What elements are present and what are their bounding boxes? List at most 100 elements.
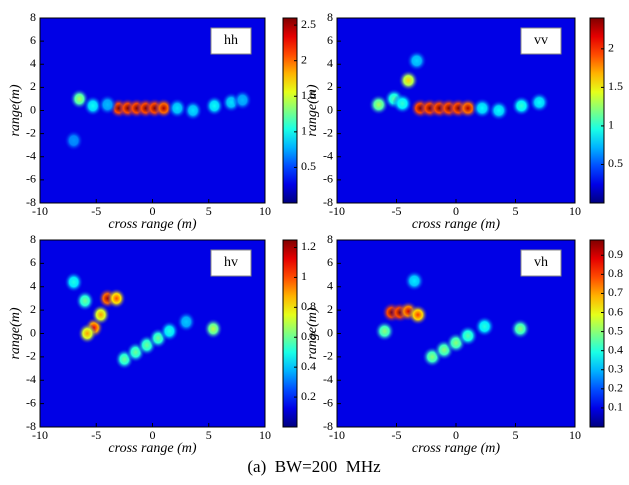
hotspot — [167, 97, 187, 119]
hotspot — [529, 92, 550, 113]
label-box — [210, 249, 252, 277]
hotspot — [203, 318, 223, 340]
x-tick-label: 5 — [513, 204, 519, 218]
hotspot — [83, 95, 103, 117]
hotspot — [374, 320, 395, 342]
colorbar-tick-label: 0.6 — [301, 329, 316, 343]
x-axis-label: cross range (m) — [412, 441, 500, 456]
y-tick-label: -6 — [26, 172, 36, 186]
x-axis-label: cross range (m) — [412, 217, 500, 232]
colorbar-tick-label: 0.1 — [608, 400, 623, 414]
x-tick-label: -5 — [392, 428, 402, 442]
colorbar-tick-label: 1.5 — [608, 79, 623, 93]
hotspot — [159, 320, 179, 342]
colorbar-tick-label: 0.7 — [608, 285, 623, 299]
colorbar-tick-label: 0.4 — [608, 342, 623, 356]
x-tick-label: -10 — [329, 204, 345, 218]
hotspot — [232, 89, 253, 111]
hotspot — [154, 97, 174, 119]
x-tick-label: 10 — [259, 204, 271, 218]
x-tick-label: -10 — [32, 428, 48, 442]
x-tick-label: 10 — [569, 204, 581, 218]
x-tick-label: -5 — [91, 204, 101, 218]
heatmap-layer — [368, 50, 550, 121]
x-tick-label: 5 — [513, 428, 519, 442]
y-axis-label: range(m) — [8, 307, 23, 359]
colorbar-tick-label: 1.5 — [301, 88, 316, 102]
hotspot — [474, 315, 495, 338]
x-tick-label: -10 — [329, 428, 345, 442]
y-tick-label: 6 — [327, 255, 333, 269]
y-tick-label: -2 — [323, 349, 333, 363]
x-tick-label: 0 — [150, 204, 156, 218]
colorbar-tick-label: 0.8 — [608, 266, 623, 280]
y-tick-label: -8 — [323, 195, 333, 209]
label-box — [210, 27, 252, 55]
y-tick-label: -8 — [26, 195, 36, 209]
x-tick-label: 10 — [569, 428, 581, 442]
x-tick-label: -5 — [91, 428, 101, 442]
colorbar-tick-label: 0.5 — [608, 323, 623, 337]
colorbar — [282, 239, 298, 428]
colorbar-tick-label: 1 — [301, 269, 307, 283]
y-tick-label: 0 — [327, 325, 333, 339]
colorbar-tick-label: 1.2 — [301, 239, 316, 253]
x-tick-label: -10 — [32, 204, 48, 218]
y-tick-label: 8 — [327, 232, 333, 246]
colorbar — [282, 17, 298, 204]
colorbar-tick-label: 0.2 — [608, 381, 623, 395]
panel-label: vh — [534, 255, 548, 270]
heatmap-layer — [374, 270, 531, 368]
y-tick-label: 0 — [327, 102, 333, 116]
colorbar-tick-label: 0.5 — [608, 156, 623, 170]
y-tick-label: -4 — [26, 372, 36, 386]
hotspot — [97, 94, 118, 116]
hotspot — [457, 325, 479, 347]
x-axis-label: cross range (m) — [108, 441, 196, 456]
hotspot — [392, 93, 413, 114]
y-tick-label: 0 — [30, 102, 36, 116]
hotspot — [183, 100, 203, 121]
y-tick-label: -6 — [323, 395, 333, 409]
hotspot — [404, 270, 425, 292]
caption: (a) BW=200 MHz — [247, 457, 381, 476]
panel-label: hh — [224, 33, 238, 48]
hotspot — [472, 97, 493, 119]
x-tick-label: 10 — [259, 428, 271, 442]
colorbar — [589, 17, 605, 204]
colorbar — [589, 239, 605, 428]
y-axis-label: range(m) — [305, 307, 320, 359]
hotspot — [75, 290, 95, 312]
hotspot — [398, 70, 419, 91]
y-tick-label: -4 — [323, 149, 333, 163]
hotspot — [176, 311, 196, 333]
y-tick-label: 8 — [327, 10, 333, 24]
y-tick-label: -2 — [323, 125, 333, 139]
x-tick-label: 5 — [206, 428, 212, 442]
y-tick-label: 4 — [327, 279, 333, 293]
hotspot — [511, 95, 532, 117]
colorbar-tick-label: 0.3 — [608, 362, 623, 376]
x-tick-label: 5 — [206, 204, 212, 218]
colorbar-tick-label: 0.4 — [301, 359, 316, 373]
y-tick-label: 2 — [327, 79, 333, 93]
hotspot — [457, 97, 479, 119]
y-tick-label: 8 — [30, 10, 36, 24]
y-tick-label: 2 — [30, 79, 36, 93]
colorbar-tick-label: 0.6 — [608, 304, 623, 318]
colorbar-tick-label: 2 — [608, 41, 614, 55]
colorbar-tick-label: 1 — [608, 118, 614, 132]
colorbar-tick-label: 2.5 — [301, 17, 316, 31]
x-tick-label: -5 — [392, 204, 402, 218]
panel-label: hv — [224, 255, 238, 270]
x-tick-label: 0 — [453, 428, 459, 442]
y-tick-label: 8 — [30, 232, 36, 246]
x-axis-label: cross range (m) — [108, 217, 196, 232]
y-tick-label: -4 — [26, 149, 36, 163]
x-tick-label: 0 — [150, 428, 156, 442]
y-axis-label: range(m) — [305, 84, 320, 136]
colorbar-tick-label: 2 — [301, 52, 307, 66]
hotspot — [64, 271, 84, 293]
hotspot — [106, 287, 127, 309]
